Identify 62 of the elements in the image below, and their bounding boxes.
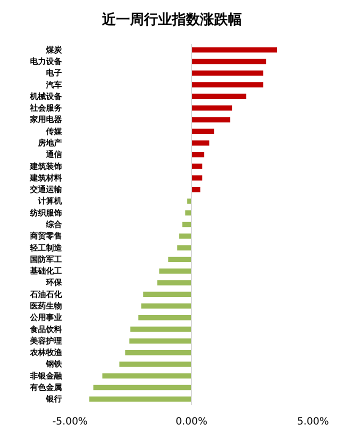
y-tick-label: 基础化工 — [29, 266, 62, 276]
y-tick-label: 电力设备 — [30, 56, 63, 66]
y-tick-label: 煤炭 — [45, 45, 63, 54]
y-tick-label: 房地产 — [37, 137, 62, 148]
bar — [102, 373, 192, 379]
bar — [192, 47, 278, 52]
bar — [93, 384, 192, 390]
bar — [192, 140, 210, 146]
chart-title: 近一周行业指数涨跌幅 — [101, 11, 242, 28]
bar — [177, 245, 192, 250]
bar — [129, 338, 192, 344]
bar — [143, 292, 192, 297]
x-tick-label: -5.00% — [52, 416, 88, 428]
y-tick-label: 美容护理 — [29, 335, 62, 346]
bar — [89, 396, 192, 402]
y-tick-label: 医药生物 — [30, 302, 62, 311]
bar — [192, 105, 232, 111]
bar — [192, 82, 264, 88]
y-tick-label: 石油石化 — [29, 290, 63, 299]
bar — [138, 315, 192, 320]
bar — [192, 70, 264, 76]
y-tick-label: 汽车 — [45, 80, 62, 90]
y-tick-label: 传媒 — [45, 126, 63, 136]
y-tick-label: 计算机 — [37, 196, 62, 206]
y-tick-label: 农林牧渔 — [29, 348, 62, 358]
bar — [192, 164, 202, 169]
y-tick-label: 商贸零售 — [29, 230, 62, 241]
y-tick-label: 环保 — [45, 278, 63, 288]
x-tick-label: 0.00% — [176, 416, 208, 428]
y-tick-label: 银行 — [45, 394, 62, 404]
y-tick-label: 家用电器 — [29, 114, 62, 124]
y-tick-label: 轻工制造 — [29, 243, 63, 252]
y-tick-label: 食品饮料 — [29, 324, 62, 334]
bar — [179, 234, 192, 239]
y-tick-label: 公用事业 — [29, 313, 62, 322]
bar — [130, 326, 192, 332]
x-tick-label: 5.00% — [297, 416, 329, 428]
bar — [119, 362, 192, 367]
y-tick-label: 国防军工 — [30, 254, 62, 264]
y-tick-label: 综合 — [45, 220, 63, 229]
bar — [192, 117, 230, 122]
y-tick-label: 有色金属 — [29, 383, 62, 392]
y-tick-label: 通信 — [45, 150, 62, 160]
bar — [141, 303, 192, 309]
y-tick-label: 纺织服饰 — [29, 208, 62, 218]
bar — [192, 152, 204, 158]
y-tick-label: 建筑材料 — [29, 173, 62, 182]
y-tick-label: 交通运输 — [29, 184, 63, 194]
bar — [192, 94, 246, 100]
bar — [159, 268, 192, 274]
bar — [192, 128, 214, 134]
y-tick-label: 钢铁 — [45, 360, 63, 369]
bar — [185, 210, 192, 216]
y-tick-label: 机械设备 — [29, 92, 63, 101]
bar — [168, 256, 192, 262]
bar — [157, 280, 192, 286]
bar — [192, 58, 266, 64]
y-tick-label: 非银金融 — [29, 371, 63, 380]
y-tick-label: 建筑装饰 — [29, 162, 62, 171]
y-tick-label: 社会服务 — [29, 104, 62, 113]
bar — [125, 350, 192, 356]
y-tick-label: 电子 — [46, 68, 62, 78]
